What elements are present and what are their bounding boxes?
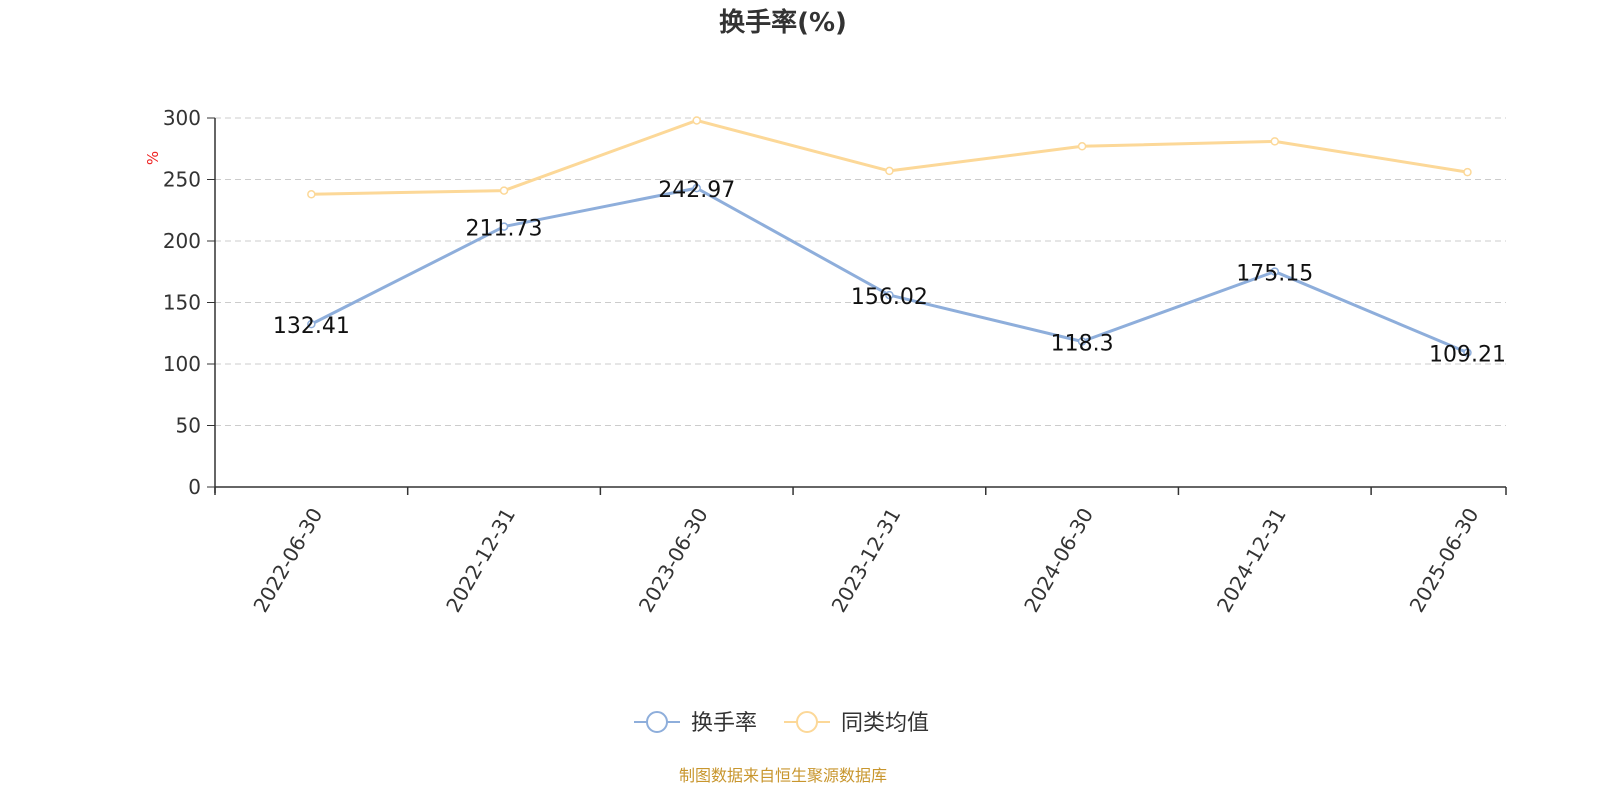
data-point bbox=[307, 190, 316, 199]
y-tick-label: 150 bbox=[163, 291, 201, 315]
legend[interactable]: 换手率 同类均值 bbox=[634, 711, 929, 736]
series-lines bbox=[307, 116, 1472, 357]
data-point bbox=[885, 290, 894, 300]
data-point bbox=[692, 183, 701, 193]
x-tick-label: 2022-06-30 bbox=[248, 504, 327, 617]
axes: 0 50 100 150 200 250 300 2022-06-30 2022-12-31 20… bbox=[163, 106, 1507, 617]
legend-item-peer-average[interactable]: 同类均值 bbox=[784, 711, 929, 736]
data-point bbox=[1077, 337, 1087, 346]
data-point bbox=[1270, 267, 1280, 276]
legend-marker bbox=[646, 711, 668, 733]
x-tick-label: 2024-06-30 bbox=[1019, 504, 1098, 617]
data-labels: 132.41 211.73 242.97 156.02 118.3 175.15 109.2… bbox=[273, 178, 1506, 368]
x-tick-label: 2022-12-31 bbox=[441, 504, 520, 617]
y-tick-label: 0 bbox=[188, 475, 201, 499]
y-tick-label: 250 bbox=[163, 168, 201, 192]
data-point bbox=[1463, 348, 1472, 357]
data-point bbox=[692, 116, 701, 125]
data-label: 175.15 bbox=[1236, 262, 1313, 287]
data-label: 109.21 bbox=[1429, 343, 1506, 368]
series-line-peer-average bbox=[311, 118, 1468, 196]
y-tick-label: 300 bbox=[163, 106, 201, 130]
legend-label: 同类均值 bbox=[841, 711, 929, 736]
x-tick-label: 2023-06-30 bbox=[634, 504, 713, 617]
source-note: 制图数据来自恒生聚源数据库 bbox=[678, 766, 887, 785]
legend-item-turnover[interactable]: 换手率 bbox=[634, 711, 757, 736]
data-point bbox=[1463, 167, 1472, 177]
data-label: 118.3 bbox=[1051, 331, 1114, 356]
data-label: 242.97 bbox=[658, 178, 735, 203]
x-tick-label: 2023-12-31 bbox=[826, 504, 905, 617]
data-point bbox=[1077, 142, 1087, 151]
data-label: 156.02 bbox=[851, 285, 928, 310]
data-point bbox=[1270, 137, 1280, 146]
data-point bbox=[499, 186, 509, 195]
x-tick-label: 2025-06-30 bbox=[1405, 504, 1484, 617]
data-label: 211.73 bbox=[466, 217, 543, 242]
data-point bbox=[307, 319, 316, 329]
y-tick-label: 200 bbox=[163, 229, 201, 253]
x-tick-label: 2024-12-31 bbox=[1212, 504, 1291, 617]
data-point bbox=[885, 166, 894, 176]
y-tick-label: 100 bbox=[163, 352, 201, 376]
chart-title: 换手率(%) bbox=[719, 8, 847, 38]
y-tick-label: 50 bbox=[176, 414, 201, 438]
y-axis-unit-label: % bbox=[144, 151, 162, 165]
data-point bbox=[499, 222, 509, 231]
legend-label: 换手率 bbox=[691, 711, 757, 736]
grid-lines bbox=[215, 117, 1506, 426]
data-label: 132.41 bbox=[273, 314, 350, 339]
legend-marker bbox=[796, 711, 818, 733]
